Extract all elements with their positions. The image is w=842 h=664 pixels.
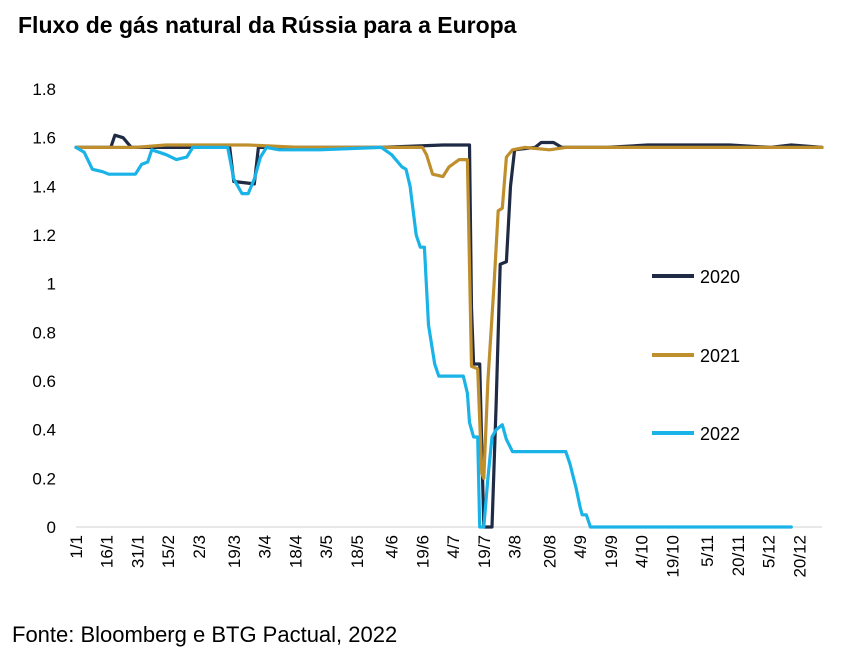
y-tick-label: 0.8 [32,323,56,342]
source-note: Fonte: Bloomberg e BTG Pactual, 2022 [12,622,398,647]
x-tick-label: 1/1 [67,535,86,559]
x-tick-label: 20/8 [540,535,559,568]
y-tick-label: 1.4 [32,177,56,196]
x-tick-label: 4/9 [571,535,590,559]
x-tick-label: 18/4 [286,535,305,568]
x-tick-label: 3/8 [506,535,525,559]
y-tick-label: 0 [47,518,56,537]
x-tick-label: 31/1 [128,535,147,568]
x-tick-label: 15/2 [159,535,178,568]
legend-label-2021: 2021 [700,346,740,366]
x-tick-label: 5/11 [698,535,717,567]
x-tick-label: 19/3 [225,535,244,568]
x-tick-label: 3/4 [256,535,275,559]
legend-label-2022: 2022 [700,424,740,444]
x-axis: 1/1 16/1 31/1 15/2 2/3 19/3 3/4 18/4 3/5 18/5 4/6 1… [67,526,822,578]
y-tick-label: 0.4 [32,421,56,440]
x-tick-label: 3/5 [317,535,336,559]
x-tick-label: 4/6 [383,535,402,559]
y-tick-label: 1.8 [32,80,56,99]
x-tick-label: 16/1 [98,535,117,568]
y-tick-label: 1.2 [32,226,56,245]
legend-label-2020: 2020 [700,267,740,287]
y-tick-label: 0.6 [32,372,56,391]
y-axis: 0 0.2 0.4 0.6 0.8 1 1.2 1.4 1.6 1.8 [32,80,56,537]
x-tick-label: 20/12 [790,535,809,578]
x-tick-label: 2/3 [190,535,209,559]
y-tick-label: 1 [47,275,56,294]
x-tick-label: 4/7 [444,535,463,559]
series-line-2020 [74,133,824,529]
x-tick-label: 4/10 [633,535,652,568]
legend: 2020 2021 2022 [652,267,740,444]
y-tick-label: 0.2 [32,469,56,488]
x-tick-label: 18/5 [348,535,367,568]
x-tick-label: 20/11 [729,535,748,576]
series-line-2021 [74,143,824,480]
x-tick-label: 19/6 [413,535,432,568]
x-tick-label: 19/7 [475,535,494,568]
x-tick-label: 19/9 [602,535,621,568]
x-tick-label: 5/12 [760,535,779,568]
chart-title: Fluxo de gás natural da Rússia para a Eu… [18,12,517,38]
y-tick-label: 1.6 [32,129,56,148]
series-line-2022 [74,145,793,529]
x-tick-label: 19/10 [663,535,682,578]
series-layer [74,133,824,529]
